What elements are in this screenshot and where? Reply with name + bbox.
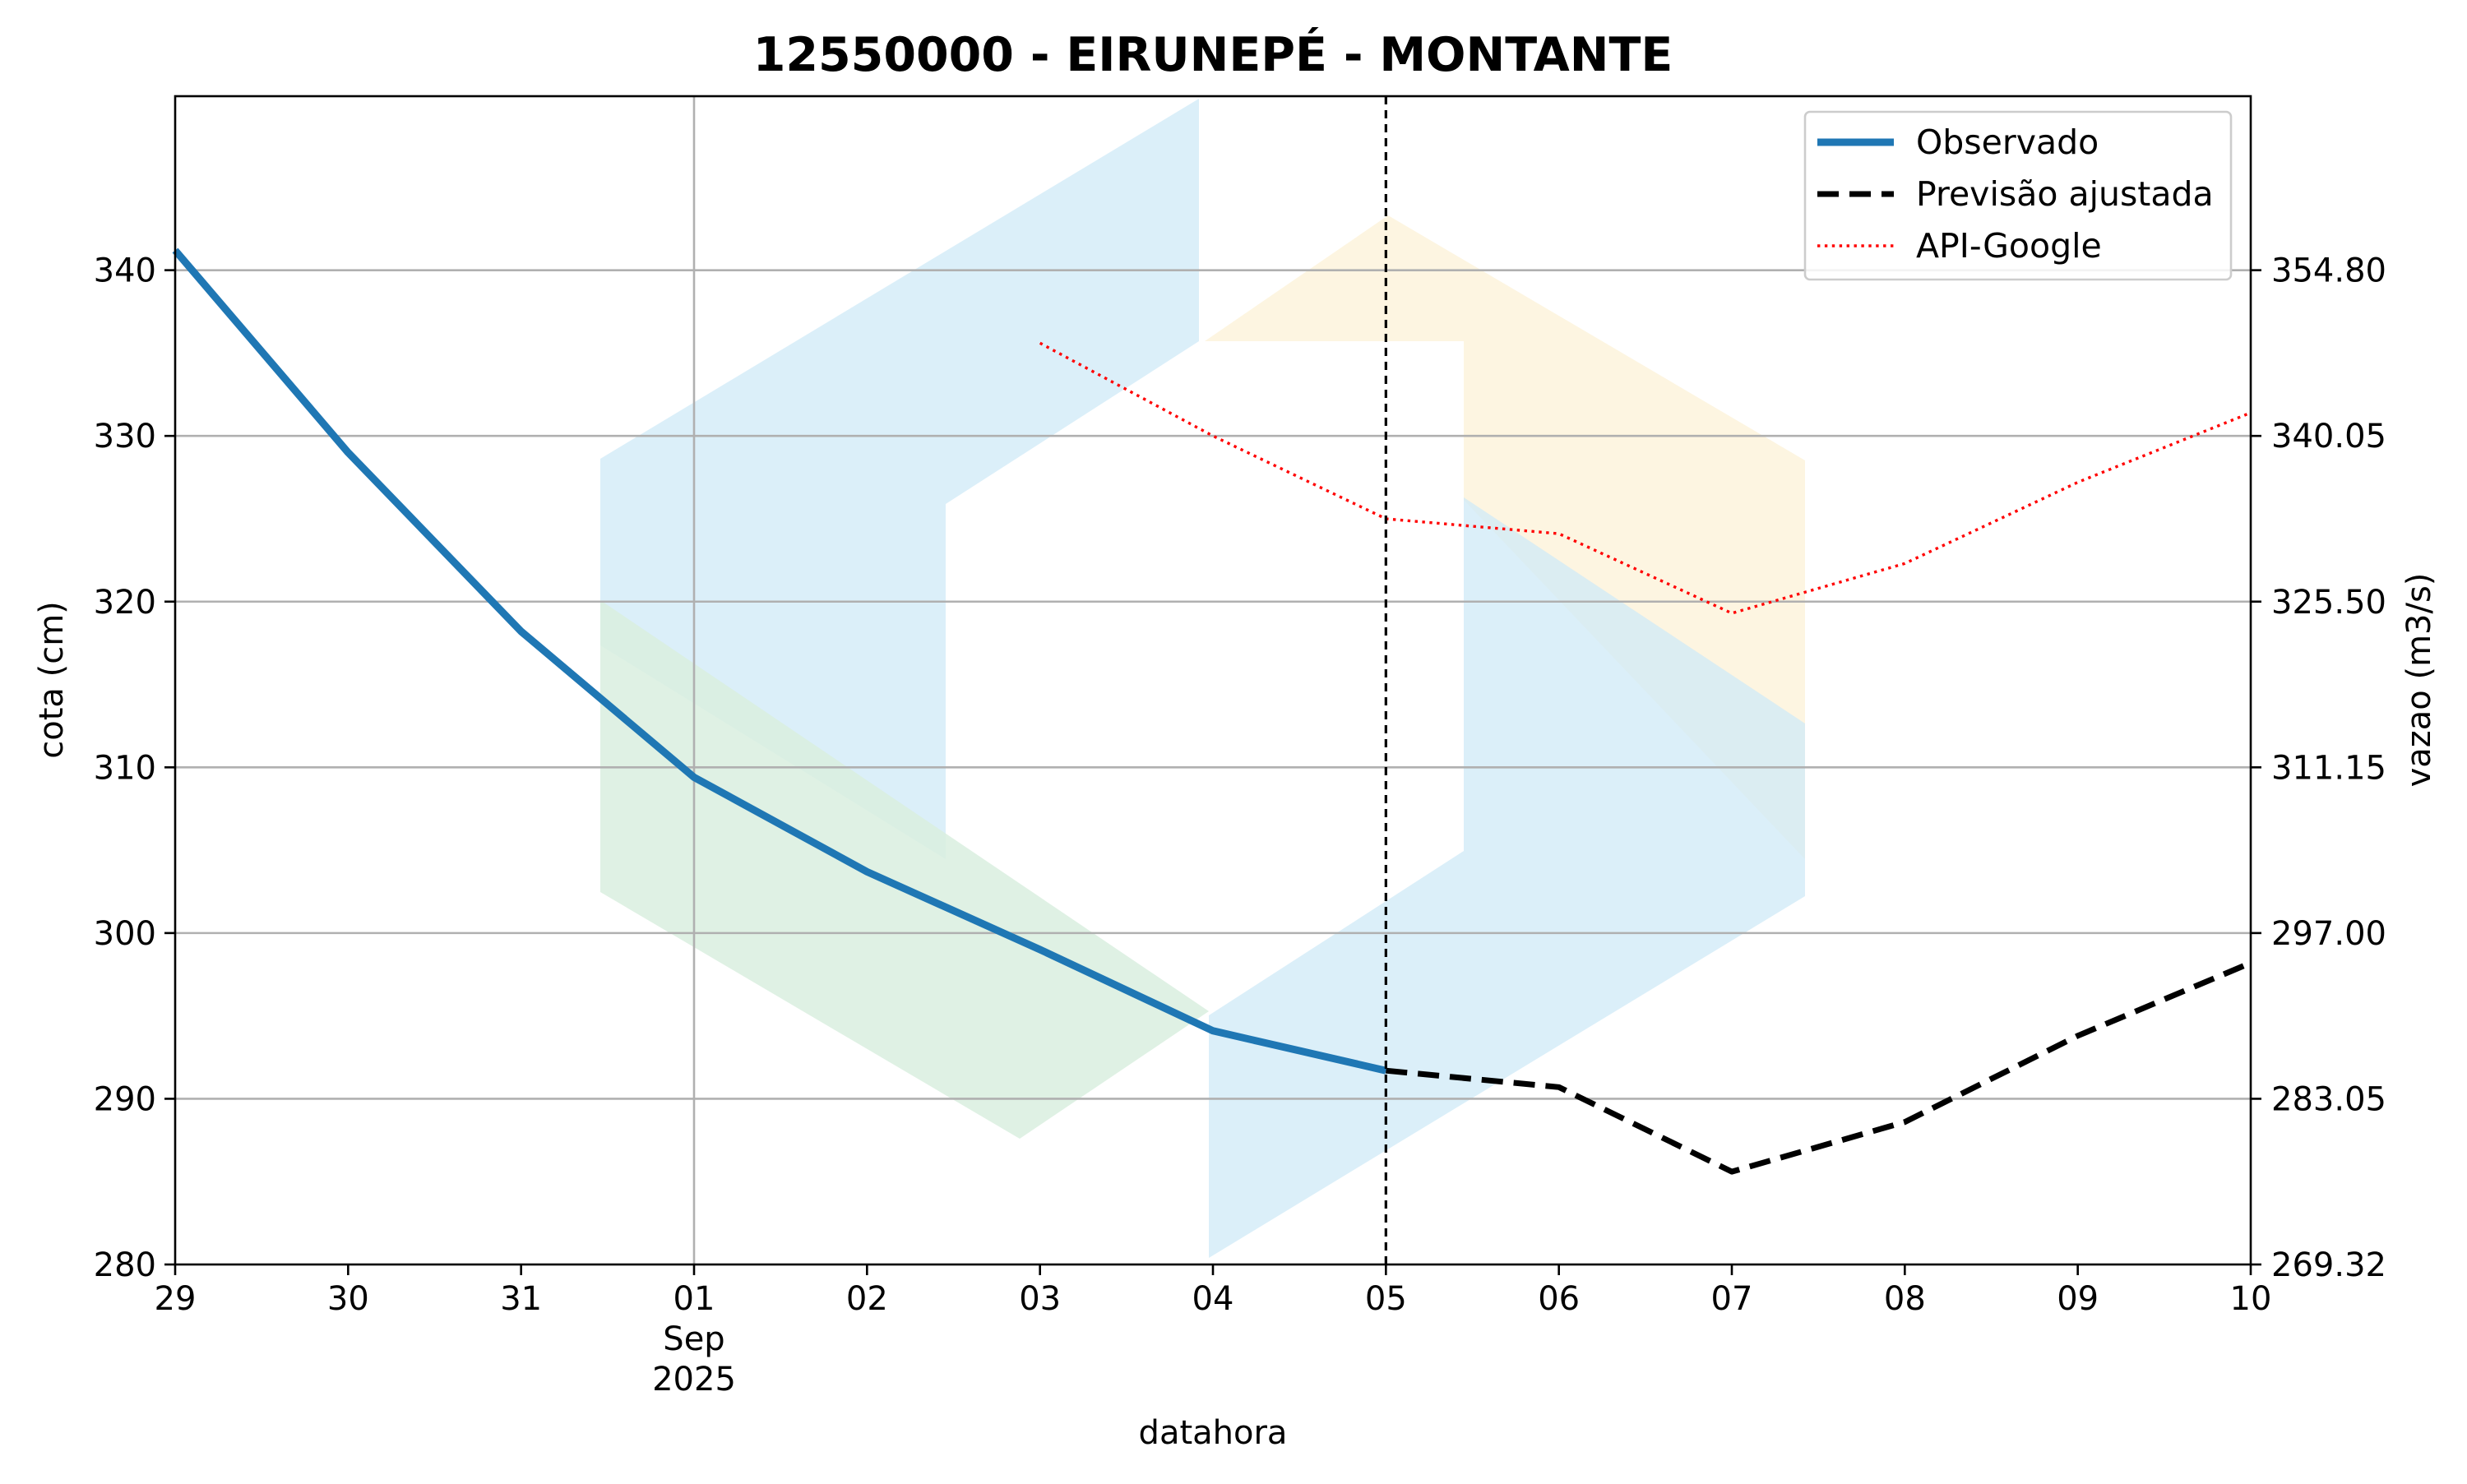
series-line-api-google [1039,341,2252,615]
y-right-tick-label: 340.05 [2271,418,2386,455]
x-tick-label: 08 [1884,1280,1926,1318]
series-line-previsao-ajustada [1385,959,2252,1175]
x-tick-sublabel: 2025 [652,1361,736,1398]
y-right-tick-label: 297.00 [2271,915,2386,953]
y-right-tick-label: 325.50 [2271,584,2386,622]
legend: Observado Previsão ajustada API-Google [1803,110,2233,281]
x-tick-label: 30 [327,1280,369,1318]
chart-title: 12550000 - EIRUNEPÉ - MONTANTE [753,26,1673,82]
x-tick-label: 09 [2057,1280,2099,1318]
watermark-shape-blue-top [600,99,1199,859]
y-left-tick-label: 340 [94,252,156,290]
x-tick-label: 03 [1019,1280,1061,1318]
x-tick-label: 31 [500,1280,542,1318]
y-right-tick-label: 354.80 [2271,252,2386,290]
y-left-tick-label: 290 [94,1080,156,1118]
y-left-tick-label: 280 [94,1246,156,1284]
y-left-tick-label: 320 [94,584,156,622]
y-left-tick-label: 310 [94,749,156,787]
x-axis-label: datahora [1139,1414,1288,1452]
legend-label: Observado [1916,123,2099,162]
y-axis-left-label: cota (cm) [33,601,71,759]
x-tick-label: 04 [1192,1280,1234,1318]
x-tick-label: 29 [155,1280,197,1318]
y-axis-left-ticks: 280 290 300 310 320 330 340 [94,252,175,1284]
x-tick-label: 01 [673,1280,715,1318]
series-layer [172,247,2252,1175]
x-tick-label: 02 [846,1280,888,1318]
legend-label: Previsão ajustada [1916,174,2214,214]
y-axis-right-ticks: 269.32 283.05 297.00 311.15 325.50 340.05 354.… [2251,252,2386,1284]
y-left-tick-label: 330 [94,418,156,455]
y-left-tick-label: 300 [94,915,156,953]
x-tick-label: 06 [1538,1280,1580,1318]
x-tick-label: 10 [2230,1280,2272,1318]
legend-box [1803,110,2233,281]
y-right-tick-label: 311.15 [2271,749,2386,787]
x-tick-sublabel: Sep [663,1320,724,1358]
watermark-logo [600,99,1805,1258]
y-right-tick-label: 283.05 [2271,1080,2386,1118]
series-line-observado [172,247,1387,1075]
legend-items: Observado Previsão ajustada API-Google [1817,123,2214,266]
x-tick-label: 07 [1711,1280,1753,1318]
legend-label: API-Google [1916,226,2102,266]
x-tick-label: 05 [1365,1280,1407,1318]
y-right-tick-label: 269.32 [2271,1246,2386,1284]
y-axis-right-label: vazao (m3/s) [2400,573,2438,788]
watermark-shape-green [600,600,1209,1139]
